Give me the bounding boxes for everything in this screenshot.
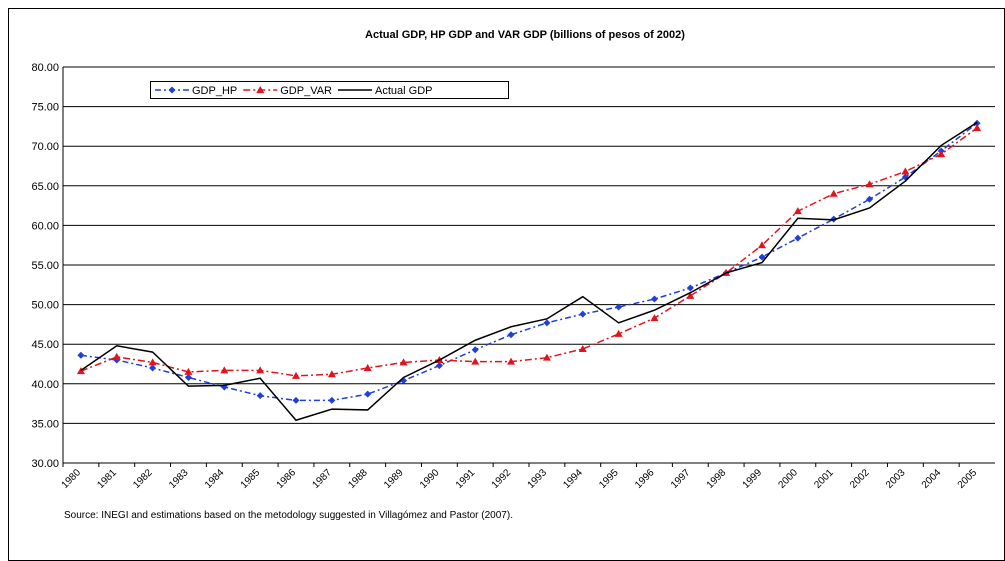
x-tick-label: 2004	[920, 467, 944, 491]
x-tick-label: 1988	[346, 467, 370, 491]
legend-label: GDP_HP	[192, 85, 237, 97]
source-note: Source: INEGI and estimations based on t…	[64, 510, 513, 521]
point-marker	[686, 291, 695, 299]
point-marker	[830, 215, 838, 223]
point-marker	[901, 167, 910, 175]
point-marker	[471, 357, 480, 365]
point-marker	[328, 396, 336, 404]
point-marker	[579, 310, 587, 318]
chart-title: Actual GDP, HP GDP and VAR GDP (billions…	[365, 29, 685, 41]
y-tick-label: 30.00	[31, 458, 59, 470]
x-tick-label: 2003	[884, 467, 908, 491]
point-marker	[363, 363, 372, 371]
point-marker	[112, 352, 121, 360]
x-tick-label: 2001	[812, 467, 836, 491]
series-line	[80, 121, 978, 422]
point-marker	[435, 362, 443, 370]
point-marker	[578, 344, 587, 352]
point-marker	[76, 367, 85, 375]
point-marker	[973, 123, 982, 131]
legend-marker	[168, 86, 176, 94]
series-line	[80, 127, 978, 377]
x-tick-label: 1982	[131, 467, 155, 491]
point-marker	[793, 207, 802, 215]
x-tick-label: 2005	[956, 467, 980, 491]
point-marker	[829, 189, 838, 197]
point-marker	[471, 346, 479, 354]
x-tick-label: 1980	[60, 467, 84, 491]
point-marker	[614, 329, 623, 337]
point-marker	[148, 358, 157, 366]
x-tick-label: 1985	[239, 467, 263, 491]
point-marker	[256, 392, 264, 400]
y-tick-label: 70.00	[31, 141, 59, 153]
series	[77, 119, 981, 404]
point-marker	[865, 180, 874, 188]
y-tick-label: 45.00	[31, 339, 59, 351]
point-marker	[543, 319, 551, 327]
point-marker	[686, 284, 694, 292]
x-tick-label: 1991	[454, 467, 478, 491]
point-marker	[399, 358, 408, 366]
y-tick-label: 50.00	[31, 300, 59, 312]
point-marker	[507, 331, 515, 339]
y-tick-label: 80.00	[31, 62, 59, 74]
point-marker	[650, 295, 658, 303]
legend-label: Actual GDP	[375, 85, 432, 97]
point-marker	[507, 357, 516, 365]
y-tick-label: 55.00	[31, 260, 59, 272]
x-tick-label: 1990	[418, 467, 442, 491]
legend-marker	[256, 86, 265, 93]
point-marker	[256, 366, 265, 374]
x-tick-label: 1998	[705, 467, 729, 491]
point-marker	[794, 234, 802, 242]
x-tick-label: 1981	[95, 467, 119, 491]
point-marker	[220, 366, 229, 374]
y-tick-label: 65.00	[31, 181, 59, 193]
point-marker	[184, 367, 193, 375]
point-marker	[292, 396, 300, 404]
point-marker	[364, 390, 372, 398]
y-tick-label: 60.00	[31, 220, 59, 232]
x-tick-label: 1989	[382, 467, 406, 491]
x-tick-label: 2000	[776, 467, 800, 491]
x-tick-label: 2002	[848, 467, 872, 491]
legend: GDP_HP GDP_VAR Actual GDP	[150, 81, 509, 99]
x-tick-label: 1987	[310, 467, 334, 491]
point-marker	[184, 373, 192, 381]
x-tick-label: 1996	[633, 467, 657, 491]
point-marker	[292, 371, 300, 379]
point-marker	[615, 303, 623, 311]
point-marker	[758, 253, 766, 261]
point-marker	[327, 370, 336, 378]
point-marker	[149, 364, 157, 372]
point-marker	[758, 241, 766, 249]
y-tick-label: 40.00	[31, 379, 59, 391]
point-marker	[937, 150, 946, 158]
point-marker	[542, 353, 551, 361]
point-marker	[77, 351, 85, 359]
x-tick-label: 1994	[561, 467, 585, 491]
x-tick-label: 1995	[597, 467, 621, 491]
x-tick-label: 1983	[167, 467, 191, 491]
series	[80, 121, 978, 422]
legend-box	[150, 81, 509, 99]
x-tick-label: 1986	[275, 467, 299, 491]
x-tick-label: 1992	[490, 467, 514, 491]
point-marker	[650, 314, 659, 322]
series	[76, 123, 982, 379]
y-tick-label: 75.00	[31, 102, 59, 114]
x-tick-label: 1997	[669, 467, 693, 491]
x-tick-label: 1984	[203, 467, 227, 491]
point-marker	[866, 195, 874, 203]
x-tick-label: 1993	[526, 467, 550, 491]
legend-label: GDP_VAR	[280, 85, 332, 97]
y-tick-label: 35.00	[31, 418, 59, 430]
series-line	[80, 122, 978, 402]
x-tick-label: 1999	[741, 467, 765, 491]
